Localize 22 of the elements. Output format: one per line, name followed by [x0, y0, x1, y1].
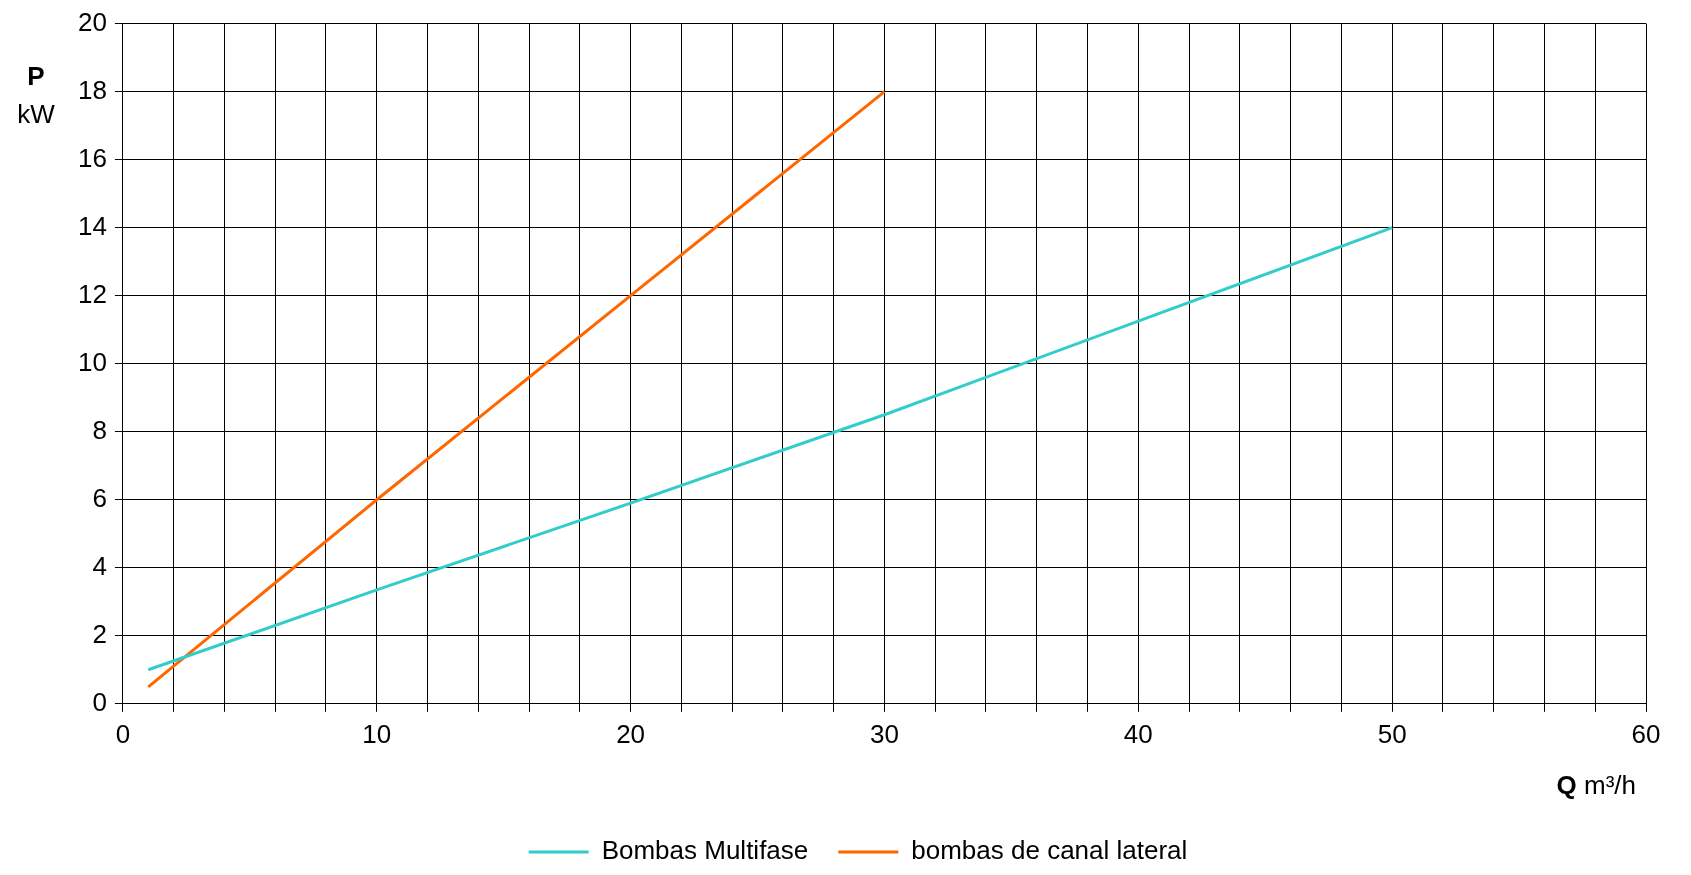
x-axis-title: Q m³/h [1556, 769, 1636, 800]
y-tick-label: 4 [92, 550, 107, 581]
y-tick-label: 12 [78, 278, 107, 309]
y-axis-title: P kW [17, 61, 56, 129]
x-tick-label: 30 [870, 718, 899, 749]
x-tick-label: 60 [1631, 718, 1661, 749]
x-tick-label: 20 [616, 718, 646, 749]
y-tick-label: 10 [78, 346, 107, 377]
y-tick-label: 20 [78, 6, 107, 37]
y-tick-label: 16 [78, 142, 107, 173]
y-tick-label: 14 [78, 210, 107, 241]
x-tick-label: 50 [1377, 718, 1407, 749]
x-tick-label: 40 [1123, 718, 1153, 749]
y-tick-label: 8 [92, 414, 107, 445]
y-tick-label: 6 [92, 482, 107, 513]
legend-label: Bombas Multifase [601, 835, 809, 866]
y-tick-label: 0 [92, 686, 107, 717]
y-tick-label: 2 [92, 618, 107, 649]
y-tick-label: 18 [78, 74, 107, 105]
x-tick-label: 0 [115, 718, 131, 749]
x-tick-label: 10 [362, 718, 392, 749]
legend-label: bombas de canal lateral [911, 835, 1188, 866]
